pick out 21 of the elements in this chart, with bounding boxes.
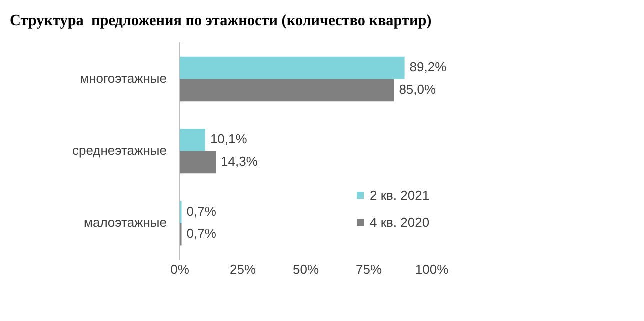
x-tick-label: 50%: [292, 262, 320, 277]
data-label: 0,7%: [186, 204, 217, 219]
bar: [180, 151, 216, 174]
bar: [180, 128, 206, 152]
legend-label: 2 кв. 2021: [370, 188, 430, 203]
bar: [180, 79, 394, 102]
y-tick-label: малоэтажные: [84, 214, 167, 230]
data-label: 0,7%: [186, 226, 217, 242]
x-tick-label: 75%: [356, 262, 382, 277]
x-tick-label: 0%: [170, 262, 190, 277]
data-label: 89,2%: [410, 60, 448, 75]
y-tick-label: многоэтажные: [80, 70, 167, 86]
data-label: 14,3%: [221, 154, 258, 170]
x-tick-label: 100%: [415, 262, 450, 277]
legend-label: 4 кв. 2020: [370, 215, 430, 230]
x-tick-label: 25%: [230, 262, 256, 277]
y-tick-label: среднеэтажные: [72, 142, 167, 158]
chart-title: Структура предложения по этажности (количество квартир): [10, 12, 432, 30]
data-label: 85,0%: [399, 82, 436, 97]
data-label: 10,1%: [210, 132, 248, 147]
bar: [180, 56, 405, 80]
